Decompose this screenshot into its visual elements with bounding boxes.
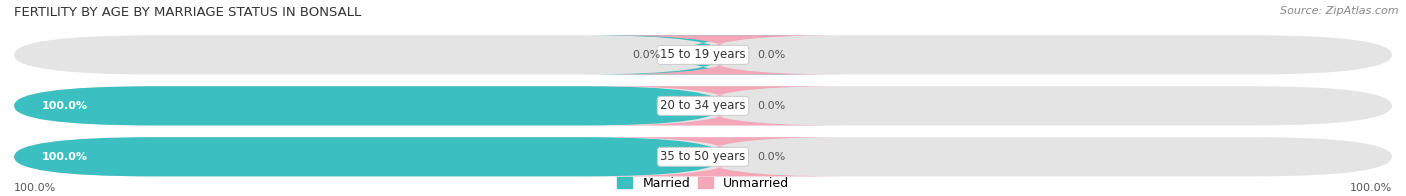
Legend: Married, Unmarried: Married, Unmarried [617, 177, 789, 190]
Text: 100.0%: 100.0% [42, 101, 89, 111]
Text: 0.0%: 0.0% [758, 50, 786, 60]
FancyBboxPatch shape [14, 137, 724, 176]
Text: FERTILITY BY AGE BY MARRIAGE STATUS IN BONSALL: FERTILITY BY AGE BY MARRIAGE STATUS IN B… [14, 6, 361, 19]
FancyBboxPatch shape [596, 137, 844, 176]
FancyBboxPatch shape [14, 86, 1392, 125]
Text: Source: ZipAtlas.com: Source: ZipAtlas.com [1281, 6, 1399, 16]
FancyBboxPatch shape [14, 35, 1392, 74]
Text: 0.0%: 0.0% [758, 152, 786, 162]
FancyBboxPatch shape [596, 86, 844, 125]
Text: 20 to 34 years: 20 to 34 years [661, 99, 745, 112]
Text: 100.0%: 100.0% [14, 183, 56, 193]
Text: 0.0%: 0.0% [631, 50, 659, 60]
Text: 100.0%: 100.0% [1350, 183, 1392, 193]
FancyBboxPatch shape [14, 137, 1392, 176]
FancyBboxPatch shape [583, 35, 823, 74]
Text: 100.0%: 100.0% [42, 152, 89, 162]
FancyBboxPatch shape [596, 35, 844, 74]
FancyBboxPatch shape [14, 86, 724, 125]
Text: 0.0%: 0.0% [758, 101, 786, 111]
Text: 35 to 50 years: 35 to 50 years [661, 150, 745, 163]
Text: 15 to 19 years: 15 to 19 years [661, 48, 745, 61]
